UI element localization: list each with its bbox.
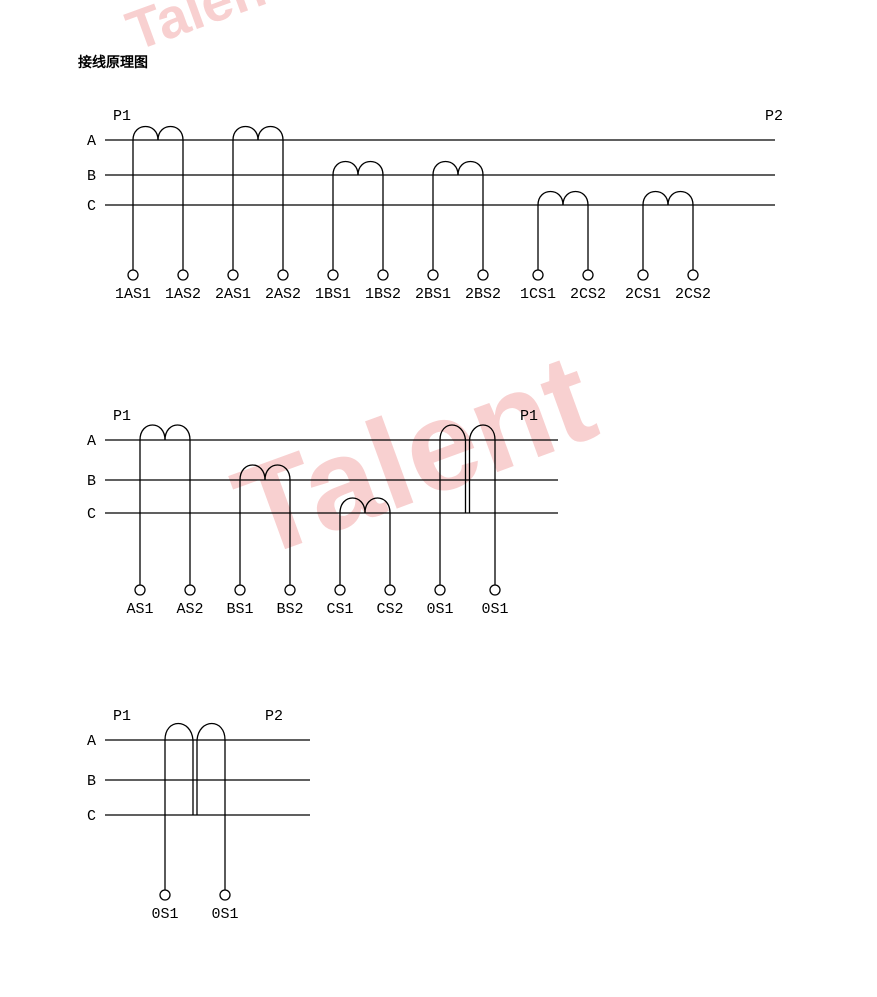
- svg-text:2CS1: 2CS1: [625, 286, 661, 303]
- svg-text:1BS1: 1BS1: [315, 286, 351, 303]
- svg-text:A: A: [87, 133, 96, 150]
- svg-text:2AS2: 2AS2: [265, 286, 301, 303]
- svg-text:0S1: 0S1: [426, 601, 453, 618]
- svg-text:B: B: [87, 773, 96, 790]
- svg-text:CS2: CS2: [376, 601, 403, 618]
- svg-text:P2: P2: [765, 108, 783, 125]
- svg-text:P1: P1: [113, 408, 131, 425]
- svg-text:AS1: AS1: [126, 601, 153, 618]
- svg-text:P2: P2: [265, 708, 283, 725]
- svg-text:2BS1: 2BS1: [415, 286, 451, 303]
- svg-text:0S1: 0S1: [151, 906, 178, 923]
- svg-text:1BS2: 1BS2: [365, 286, 401, 303]
- svg-text:C: C: [87, 506, 96, 523]
- svg-text:C: C: [87, 808, 96, 825]
- svg-text:B: B: [87, 473, 96, 490]
- svg-text:B: B: [87, 168, 96, 185]
- svg-text:2BS2: 2BS2: [465, 286, 501, 303]
- svg-text:1CS1: 1CS1: [520, 286, 556, 303]
- svg-text:BS2: BS2: [276, 601, 303, 618]
- svg-text:0S1: 0S1: [481, 601, 508, 618]
- svg-text:2CS2: 2CS2: [570, 286, 606, 303]
- svg-text:P1: P1: [113, 108, 131, 125]
- diagram-canvas: ABCP1P21AS11AS22AS12AS21BS11BS22BS12BS21…: [0, 0, 877, 997]
- svg-text:1AS2: 1AS2: [165, 286, 201, 303]
- svg-text:1AS1: 1AS1: [115, 286, 151, 303]
- svg-text:0S1: 0S1: [211, 906, 238, 923]
- svg-text:P1: P1: [113, 708, 131, 725]
- svg-text:2AS1: 2AS1: [215, 286, 251, 303]
- svg-text:2CS2: 2CS2: [675, 286, 711, 303]
- svg-text:AS2: AS2: [176, 601, 203, 618]
- svg-text:BS1: BS1: [226, 601, 253, 618]
- svg-text:C: C: [87, 198, 96, 215]
- svg-text:CS1: CS1: [326, 601, 353, 618]
- svg-text:P1: P1: [520, 408, 538, 425]
- svg-text:A: A: [87, 733, 96, 750]
- svg-text:A: A: [87, 433, 96, 450]
